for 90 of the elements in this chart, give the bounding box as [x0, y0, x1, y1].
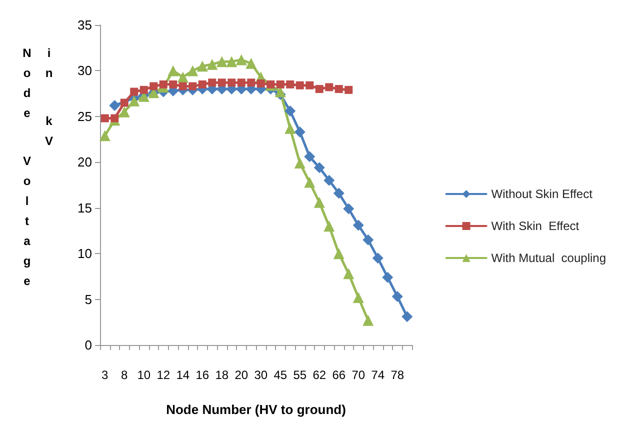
point: [306, 81, 314, 90]
point: [247, 78, 256, 87]
point: [294, 158, 306, 169]
point: [228, 78, 236, 87]
point: [294, 126, 306, 138]
x-tick-label: 55: [293, 368, 307, 382]
point: [100, 114, 109, 122]
point: [276, 80, 284, 88]
point: [216, 56, 228, 68]
x-tick-label: 30: [254, 368, 268, 382]
point: [206, 58, 218, 70]
x-tick-label: 70: [352, 368, 366, 382]
x-tick-label: 14: [176, 368, 190, 382]
y-tick-label: 10: [78, 246, 92, 262]
x-tick-label: 18: [215, 368, 229, 382]
point: [392, 291, 403, 302]
point: [352, 220, 364, 231]
point: [256, 80, 265, 88]
point: [159, 80, 168, 88]
point: [362, 234, 374, 246]
point: [266, 80, 275, 88]
x-tick-label: 45: [274, 368, 288, 382]
y-tick-label: 30: [78, 63, 92, 78]
y-tick-label: 25: [78, 108, 92, 124]
y-tick-label: 35: [78, 18, 92, 32]
point: [118, 106, 130, 118]
point: [333, 188, 344, 199]
point: [304, 176, 316, 188]
point: [188, 82, 197, 90]
point: [344, 86, 353, 94]
point: [284, 105, 296, 116]
point: [196, 60, 208, 72]
point: [286, 80, 294, 88]
legend-label: Without Skin Effect: [491, 187, 594, 201]
point: [246, 58, 257, 69]
point: [130, 88, 138, 96]
point: [343, 268, 354, 280]
point: [218, 78, 226, 87]
point: [402, 311, 413, 322]
x-tick-label: 3: [102, 368, 109, 382]
x-tick-label: 8: [121, 368, 128, 382]
point: [236, 54, 247, 66]
point: [120, 98, 128, 107]
point: [324, 174, 335, 186]
point: [352, 292, 364, 303]
point: [284, 122, 296, 134]
point: [314, 162, 325, 174]
legend-label: With Skin Effect: [491, 219, 580, 233]
point: [177, 72, 188, 83]
point: [362, 314, 374, 326]
point: [109, 100, 120, 111]
point: [325, 83, 334, 92]
point: [296, 81, 304, 90]
point: [110, 114, 119, 122]
point: [99, 130, 110, 142]
point: [208, 78, 216, 87]
x-tick-label: 16: [196, 368, 210, 382]
point: [372, 252, 384, 264]
point: [128, 95, 140, 106]
x-axis-title: Node Number (HV to ground): [166, 402, 346, 417]
x-tick-label: 74: [371, 368, 385, 382]
point: [314, 196, 325, 208]
y-tick-label: 5: [84, 292, 92, 307]
x-tick-label: 20: [234, 368, 248, 382]
y-axis-title: Node Voltage in kV: [19, 46, 57, 296]
x-tick-label: 62: [312, 368, 326, 382]
point: [382, 272, 394, 283]
point: [343, 203, 354, 214]
y-tick-label: 20: [78, 154, 92, 170]
x-tick-label: 78: [390, 368, 404, 382]
x-tick-label: 10: [137, 368, 151, 382]
point: [168, 65, 179, 76]
point: [187, 65, 198, 76]
point: [198, 80, 206, 88]
point: [169, 80, 178, 88]
x-tick-label: 12: [156, 368, 170, 382]
y-tick-label: 0: [84, 338, 92, 352]
point: [237, 78, 246, 87]
point: [333, 248, 344, 260]
point: [150, 82, 158, 90]
point: [226, 56, 238, 68]
y-tick-label: 15: [78, 200, 92, 216]
point: [178, 82, 187, 90]
point: [324, 220, 335, 232]
point: [140, 86, 148, 94]
x-tick-label: 66: [332, 368, 346, 382]
point: [304, 151, 316, 162]
legend-label: With Mutual coupling: [491, 251, 606, 265]
point: [315, 85, 324, 93]
point: [334, 85, 343, 93]
